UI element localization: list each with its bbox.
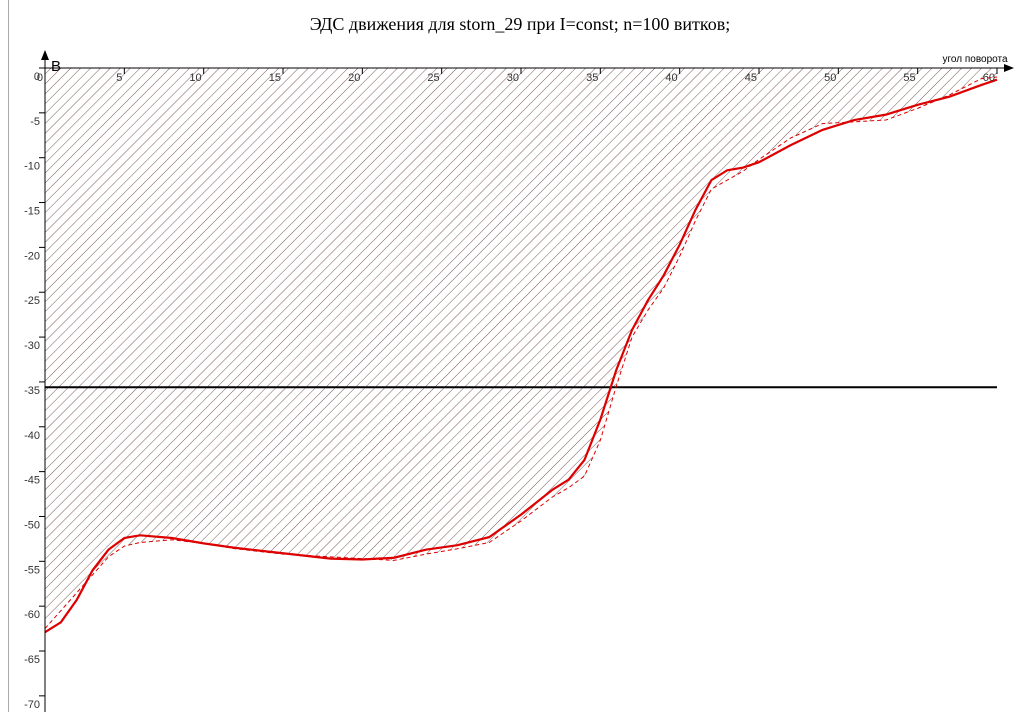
x-tick-label: 35 [586,72,598,84]
y-tick-label: 0 [34,71,40,83]
y-tick-label: -70 [24,699,40,711]
y-tick-label: -5 [30,116,40,128]
y-tick-label: -20 [24,250,40,262]
y-tick-label: -60 [24,609,40,621]
x-tick-label: 25 [427,72,439,84]
series-line [44,78,998,634]
x-tick-label: 0 [37,72,43,84]
x-axis-arrow [1004,64,1014,72]
y-axis-arrow [41,50,49,60]
y-axis-label: В [51,58,61,75]
series-line [44,76,998,629]
y-tick-label: -65 [24,654,40,666]
chart-title: ЭДС движения для storn_29 при I=const; n… [310,14,731,34]
y-tick-label: -45 [24,475,40,487]
y-tick-label: -15 [24,206,40,218]
x-tick-label: 10 [189,72,201,84]
x-tick-label: 40 [665,72,677,84]
y-tick-label: -25 [24,295,40,307]
y-tick-label: -40 [24,430,40,442]
y-tick-label: -50 [24,519,40,531]
hatched-area [45,68,997,629]
x-tick-label: 55 [903,72,915,84]
x-tick-label: 15 [269,72,281,84]
x-tick-label: 20 [348,72,360,84]
x-tick-label: 50 [824,72,836,84]
y-tick-label: -10 [24,161,40,173]
y-tick-label: -55 [24,564,40,576]
x-tick-label: 45 [745,72,757,84]
x-tick-label: 5 [116,72,122,84]
x-axis-label: угол поворота [942,54,1007,65]
y-tick-label: -30 [24,340,40,352]
x-tick-label: 60 [983,72,995,84]
x-tick-label: 30 [507,72,519,84]
y-tick-label: -35 [24,385,40,397]
